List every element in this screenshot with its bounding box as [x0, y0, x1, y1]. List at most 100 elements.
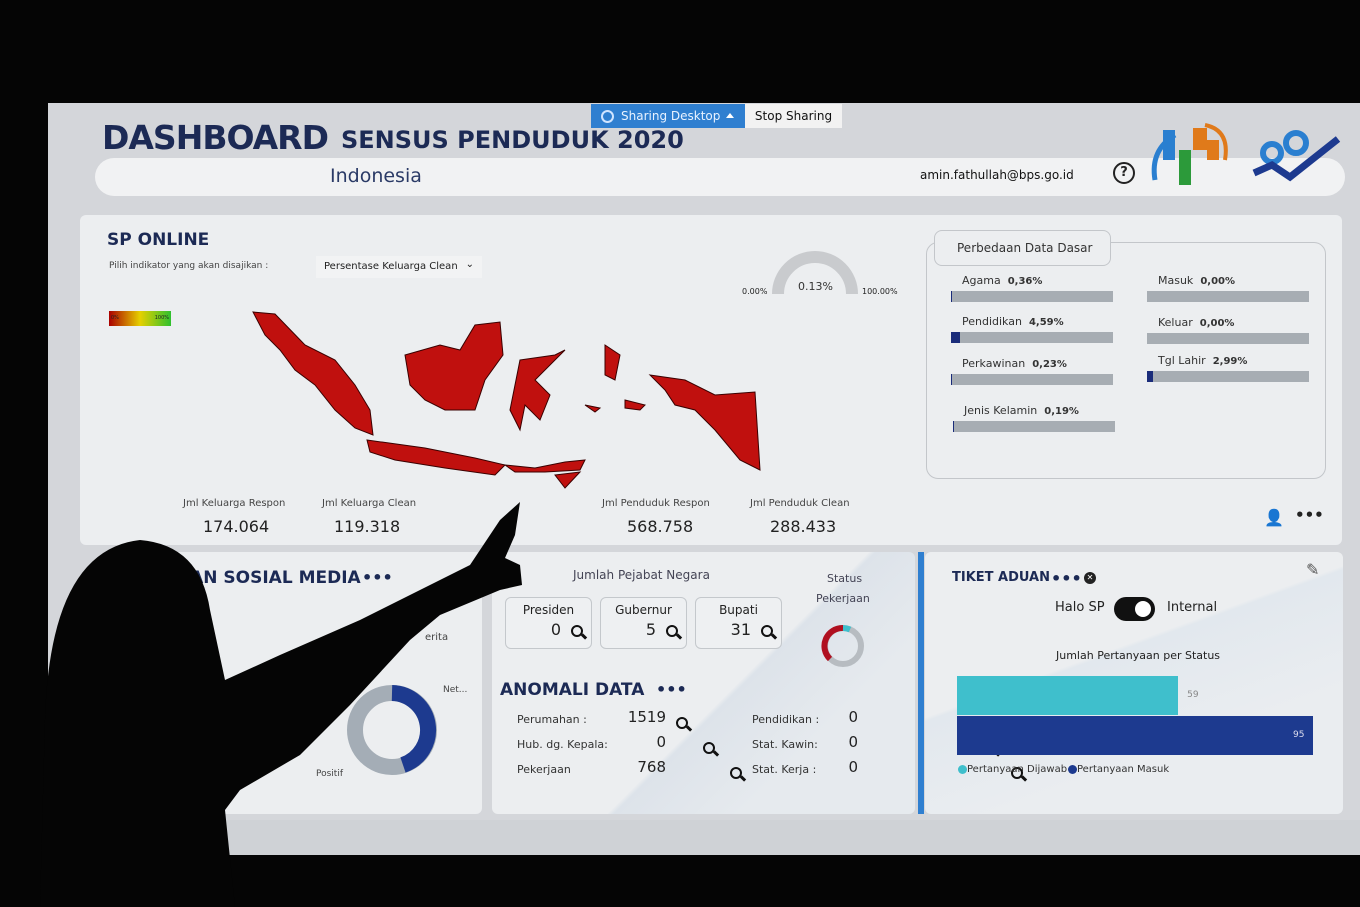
- anomali-label: Perumahan :: [517, 713, 587, 726]
- map-kalimantan: [404, 321, 504, 411]
- item-label: Perkawinan: [962, 357, 1026, 370]
- bar-value-label: 59: [1187, 690, 1199, 700]
- anomali-value: 0: [656, 733, 666, 751]
- map-maluku: [584, 399, 646, 413]
- region-label: Indonesia: [330, 165, 422, 187]
- stat-label: Jml Penduduk Respon: [602, 498, 710, 509]
- user-icon[interactable]: 👤: [1264, 508, 1284, 527]
- search-icon[interactable]: [666, 624, 678, 637]
- perbedaan-progress: [1147, 333, 1309, 344]
- item-label: Tgl Lahir: [1158, 354, 1206, 367]
- legend-item: Pertanyaan Masuk: [1068, 764, 1169, 775]
- stat-label: Jml Penduduk Clean: [750, 498, 850, 509]
- perbedaan-item: Pendidikan 4,59%: [962, 315, 1064, 328]
- map-nusa-tenggara: [503, 459, 586, 473]
- gauge-max: 100.00%: [862, 287, 898, 296]
- pejabat-title: Jumlah Pejabat Negara: [573, 568, 710, 582]
- item-value: 0,00%: [1199, 318, 1235, 329]
- edit-pencil-icon[interactable]: ✎: [1306, 560, 1320, 579]
- search-icon[interactable]: [1011, 766, 1024, 779]
- donut-label-net: Net...: [443, 685, 468, 695]
- pejabat-card[interactable]: Presiden 0: [505, 597, 592, 649]
- perbedaan-item: Tgl Lahir 2,99%: [1158, 354, 1247, 367]
- anomali-value: 0: [848, 758, 858, 776]
- map-sulawesi: [509, 349, 566, 432]
- anomali-value: 1519: [627, 708, 666, 726]
- halo-internal-toggle[interactable]: [1114, 597, 1155, 621]
- item-label: Masuk: [1158, 274, 1194, 287]
- legend-label: Pertanyaan Dijawab: [967, 764, 1068, 775]
- perbedaan-title: Perbedaan Data Dasar: [934, 230, 1111, 266]
- tiket-chart-title: Jumlah Pertanyaan per Status: [1056, 649, 1221, 662]
- indicator-dropdown[interactable]: Persentase Keluarga Clean ⌄: [316, 256, 482, 278]
- legend-max: 100%: [154, 315, 169, 321]
- sosial-partial-label: erita: [425, 632, 449, 643]
- bps-logo: [1151, 123, 1228, 185]
- more-options-icon[interactable]: •••: [656, 680, 687, 699]
- item-value: 0,36%: [1007, 276, 1043, 287]
- card-label: Bupati: [719, 603, 758, 617]
- legend-label: Pertanyaan Masuk: [1077, 764, 1170, 775]
- status-title-1: Status: [827, 572, 863, 585]
- anomali-value: 0: [848, 733, 858, 751]
- progress-fill: [951, 332, 960, 343]
- user-email: amin.fathullah@bps.go.id: [920, 168, 1074, 182]
- bar-dijawab[interactable]: [957, 676, 1179, 715]
- search-icon[interactable]: [703, 741, 716, 754]
- stop-sharing-button[interactable]: Stop Sharing: [745, 104, 842, 128]
- map-papua: [648, 374, 761, 471]
- help-icon[interactable]: ?: [1113, 162, 1135, 184]
- item-label: Agama: [962, 274, 1001, 287]
- status-pekerjaan-donut[interactable]: [820, 623, 866, 669]
- stat-label: Jml Keluarga Clean: [322, 498, 417, 509]
- gauge-min: 0.00%: [742, 287, 768, 296]
- toggle-knob: [1135, 601, 1151, 617]
- map-sumatra: [252, 311, 374, 436]
- donut-slice-net: [391, 685, 436, 773]
- map-java: [366, 439, 506, 476]
- anomali-title: ANOMALI DATA: [500, 680, 645, 700]
- anomali-label: Stat. Kawin:: [752, 738, 818, 751]
- sharing-desktop-button[interactable]: Sharing Desktop: [591, 104, 745, 128]
- more-options-icon[interactable]: •••: [362, 568, 393, 587]
- sosial-title: DAN SOSIAL MEDIA: [176, 568, 361, 588]
- search-icon[interactable]: [676, 716, 688, 729]
- bar-masuk[interactable]: [957, 716, 1313, 755]
- close-icon[interactable]: ✕: [1084, 572, 1096, 584]
- gauge: [772, 251, 858, 295]
- caret-up-icon: [726, 113, 734, 118]
- perbedaan-progress: [951, 374, 1113, 385]
- progress-fill: [1147, 371, 1153, 382]
- search-icon[interactable]: [761, 624, 773, 637]
- legend-dot: [1068, 764, 1077, 774]
- item-label: Pendidikan: [962, 315, 1022, 328]
- search-icon[interactable]: [571, 624, 583, 637]
- item-value: 0,00%: [1200, 276, 1236, 287]
- more-options-icon[interactable]: •••: [1295, 506, 1324, 524]
- donut-label-positif: Positif: [316, 769, 343, 779]
- page-subtitle: SENSUS PENDUDUK 2020: [341, 126, 684, 154]
- card-label: Presiden: [522, 603, 575, 617]
- sp-online-title: SP ONLINE: [107, 230, 210, 250]
- item-value: 0,19%: [1044, 406, 1079, 417]
- legend-dot: [958, 764, 967, 774]
- more-options-icon[interactable]: •••: [1051, 569, 1082, 588]
- map-timor: [554, 471, 582, 489]
- bar-value-label: 95: [1293, 730, 1305, 740]
- pejabat-anomali-panel: [492, 552, 915, 814]
- anomali-label: Pendidikan :: [752, 713, 820, 726]
- map-maluku-north: [604, 344, 621, 381]
- item-value: 2,99%: [1212, 356, 1248, 367]
- pejabat-card[interactable]: Gubernur 5: [600, 597, 687, 649]
- perbedaan-progress: [951, 291, 1113, 302]
- sentiment-donut[interactable]: [345, 683, 440, 778]
- item-value: 4,59%: [1028, 317, 1064, 328]
- indonesia-map[interactable]: [245, 300, 765, 495]
- stat-value: 174.064: [203, 517, 270, 536]
- stat-value: 288.433: [770, 517, 837, 536]
- panel-divider: [918, 552, 924, 814]
- perbedaan-progress: [951, 332, 1113, 343]
- anomali-label: Pekerjaan: [517, 763, 571, 776]
- pejabat-card[interactable]: Bupati 31: [695, 597, 782, 649]
- search-icon[interactable]: [730, 766, 743, 779]
